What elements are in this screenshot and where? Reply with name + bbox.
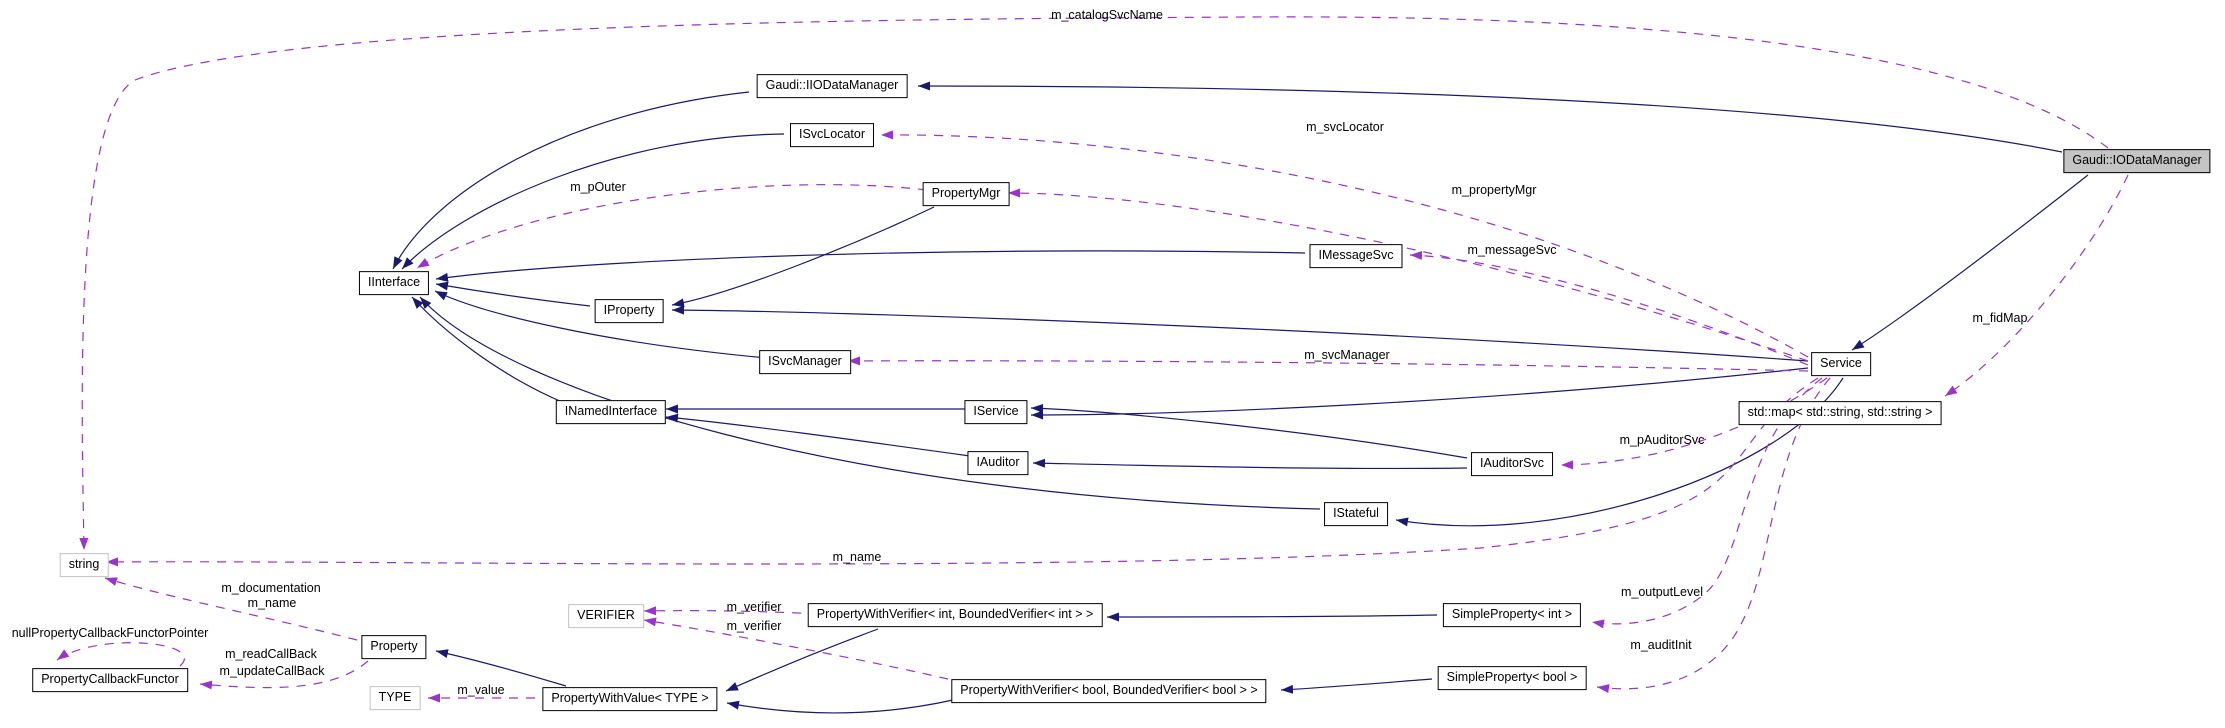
node-iproperty[interactable]: IProperty <box>594 299 664 323</box>
edge-label-m-pauditorsvc: m_pAuditorSvc <box>1619 433 1705 447</box>
node-propertymgr[interactable]: PropertyMgr <box>922 182 1010 206</box>
edge-label-m-svclocator: m_svcLocator <box>1306 120 1384 134</box>
edge-label-m-documentation: m_documentation <box>221 581 321 595</box>
edge-label-m-verifier-int: m_verifier <box>726 600 782 614</box>
edge-label-m-pouter: m_pOuter <box>570 180 626 194</box>
edge-iauditorsvc-to-iservice <box>1030 403 1468 459</box>
edge-label-m-messagesvc: m_messageSvc <box>1467 243 1557 257</box>
edge-label-m-auditinit: m_auditInit <box>1630 638 1692 652</box>
edge-propertywithvalue-to-property <box>435 649 567 687</box>
edge-m-propertymgr <box>1007 188 1809 362</box>
edge-label-m-fidmap: m_fidMap <box>1972 311 2028 325</box>
node-simpleproperty-bool[interactable]: SimpleProperty< bool > <box>1437 666 1587 690</box>
node-iservice[interactable]: IService <box>964 400 1028 424</box>
inheritance-edges <box>392 81 2089 714</box>
edge-m-verifier-int <box>643 606 819 616</box>
node-imessagesvc[interactable]: IMessageSvc <box>1309 244 1403 268</box>
edge-label-m-name-property: m_name <box>247 596 297 610</box>
edge-m-verifier-bool <box>643 617 949 680</box>
edge-iodatamanager-to-iiodatamanager <box>917 81 2063 153</box>
edge-iiodatamanager-to-iinterface <box>392 91 750 270</box>
edge-iodatamanager-to-service <box>1851 174 2089 351</box>
edge-label-m-catalogsvcname: m_catalogSvcName <box>1051 8 1163 22</box>
edge-label-m-propertymgr: m_propertyMgr <box>1451 183 1537 197</box>
edge-imessagesvc-to-iinterface <box>435 250 1306 282</box>
edge-label-m-updatecallback: m_updateCallBack <box>219 664 325 678</box>
node-property[interactable]: Property <box>361 635 427 659</box>
edge-propertymgr-to-iproperty <box>671 206 935 308</box>
edge-m-fidmap <box>1944 174 2129 397</box>
node-gaudi-iodatamanager-selected: Gaudi::IODataManager <box>2063 149 2211 173</box>
edge-iproperty-to-iinterface <box>435 281 591 307</box>
edge-m-readcallback-m-updatecallback <box>199 660 369 690</box>
edge-m-documentation-m-name <box>104 577 358 641</box>
node-string: string <box>59 553 109 577</box>
edge-m-pouter <box>416 184 928 269</box>
edge-isvcmanager-to-iinterface <box>434 290 768 359</box>
node-iinterface[interactable]: IInterface <box>358 271 430 295</box>
node-type: TYPE <box>369 686 421 710</box>
node-isvclocator[interactable]: ISvcLocator <box>789 123 875 147</box>
edge-label-m-verifier-bool: m_verifier <box>726 619 782 633</box>
edge-label-nullpropertycallbackfunctorpointer: nullPropertyCallbackFunctorPointer <box>11 626 209 640</box>
edge-service-to-iservice <box>1030 367 1809 420</box>
edge-m-svcmanager <box>847 356 1809 372</box>
edge-iauditor-to-inamedinterface <box>665 413 971 457</box>
edge-label-m-outputlevel: m_outputLevel <box>1620 585 1704 599</box>
edge-isvclocator-to-iinterface <box>401 133 785 270</box>
node-propertywithvalue-type[interactable]: PropertyWithValue< TYPE > <box>542 687 718 711</box>
node-simpleproperty-int[interactable]: SimpleProperty< int > <box>1442 603 1582 627</box>
node-inamedinterface[interactable]: INamedInterface <box>555 400 667 424</box>
node-propertycallbackfunctor[interactable]: PropertyCallbackFunctor <box>32 668 188 692</box>
node-verifier: VERIFIER <box>568 604 644 628</box>
node-gaudi-iiodatamanager[interactable]: Gaudi::IIODataManager <box>756 74 908 98</box>
node-isvcmanager[interactable]: ISvcManager <box>759 350 851 374</box>
usage-edges <box>56 16 2129 703</box>
node-service[interactable]: Service <box>1811 352 1871 376</box>
edge-m-outputlevel <box>1591 377 1823 629</box>
edge-label-m-name-service: m_name <box>832 550 882 564</box>
node-propertywithverifier-int[interactable]: PropertyWithVerifier< int, BoundedVerifi… <box>807 603 1103 627</box>
node-iauditorsvc[interactable]: IAuditorSvc <box>1471 452 1553 476</box>
edge-label-m-value: m_value <box>457 683 505 697</box>
edge-pwv-bool-to-propertywithvalue <box>726 699 954 714</box>
edge-inamedinterface-to-iinterface <box>411 296 563 403</box>
node-istateful[interactable]: IStateful <box>1324 502 1388 526</box>
edge-nullpropertycallbackfunctorpointer <box>56 642 185 667</box>
node-std-map[interactable]: std::map< std::string, std::string > <box>1738 401 1942 425</box>
edge-label-m-svcmanager: m_svcManager <box>1304 348 1390 362</box>
edge-m-pauditorsvc <box>1560 377 1828 470</box>
edge-simpleproperty-bool-to-pwv-bool <box>1280 678 1433 694</box>
edge-label-m-readcallback: m_readCallBack <box>225 647 317 661</box>
edge-m-messagesvc <box>1409 250 1809 366</box>
node-iauditor[interactable]: IAuditor <box>967 451 1029 475</box>
edge-pwv-int-to-propertywithvalue <box>725 628 879 692</box>
node-propertywithverifier-bool[interactable]: PropertyWithVerifier< bool, BoundedVerif… <box>951 679 1267 703</box>
edge-simpleproperty-int-to-pwv-int <box>1106 612 1438 622</box>
edge-iauditorsvc-to-iauditor <box>1032 458 1468 470</box>
edge-service-to-iproperty <box>671 305 1809 362</box>
edge-istateful-to-iinterface <box>419 296 1321 510</box>
edge-m-name-service-to-string <box>105 377 1819 567</box>
